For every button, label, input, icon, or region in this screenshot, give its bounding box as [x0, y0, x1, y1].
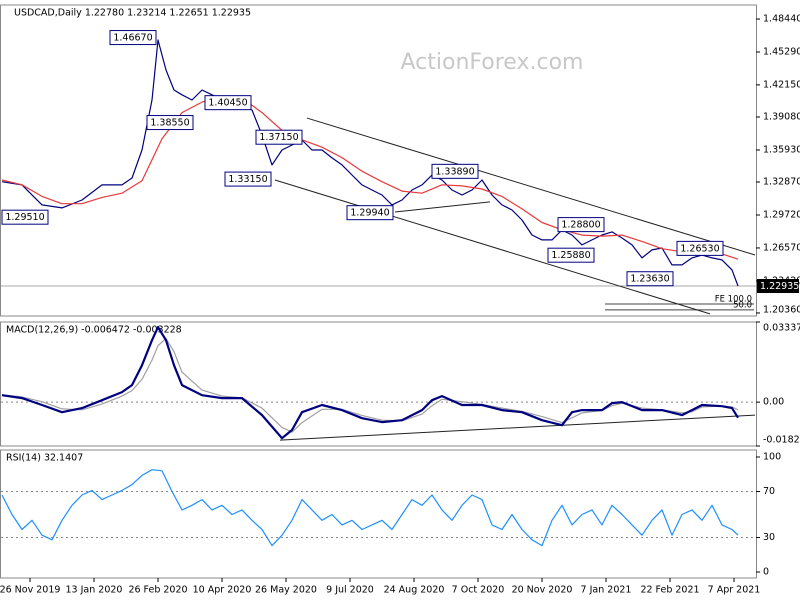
y-tick-label: 0.03337 [763, 323, 800, 334]
y-tick-label: 1.45290 [763, 47, 800, 58]
x-tick-label: 24 Aug 2020 [384, 585, 445, 596]
panel-title: MACD(12,26,9) -0.006472 -0.003228 [6, 325, 182, 336]
y-tick-label: 1.29720 [763, 209, 800, 220]
trend-line [279, 414, 756, 441]
price-annotation: 1.25880 [551, 250, 590, 261]
price-annotation-box [547, 247, 595, 263]
series-line [1, 326, 739, 440]
price-annotation: 1.23630 [630, 274, 669, 285]
x-tick-label: 26 Feb 2020 [128, 585, 187, 596]
panel-frame [0, 321, 757, 447]
price-annotation: 1.37150 [259, 132, 298, 143]
series-line [1, 96, 739, 260]
x-tick-label: 10 Apr 2020 [193, 585, 252, 596]
panel-title: USDCAD,Daily 1.22780 1.23214 1.22651 1.2… [14, 8, 251, 19]
x-tick-label: 7 Apr 2021 [708, 585, 761, 596]
panel-frame [0, 4, 757, 317]
price-annotation: 1.33150 [228, 174, 267, 185]
y-tick-label: 100 [763, 452, 781, 463]
series-line [1, 469, 739, 547]
fibo-label: 50.0 [733, 300, 752, 310]
y-tick-label: 1.42150 [763, 79, 800, 90]
series-line [1, 39, 739, 287]
price-annotation-box [626, 271, 674, 287]
x-tick-label: 7 Jan 2021 [581, 585, 632, 596]
y-tick-label: 1.35930 [763, 144, 800, 155]
price-annotation-box [146, 115, 194, 131]
price-annotation: 1.29510 [5, 212, 44, 223]
price-annotation-box [224, 171, 272, 187]
price-annotation: 1.40450 [208, 98, 247, 109]
price-annotation-box [346, 205, 394, 221]
y-tick-label: 1.20360 [763, 305, 800, 316]
y-tick-label: 30 [763, 532, 775, 543]
x-tick-label: 22 Feb 2021 [640, 585, 699, 596]
y-tick-label: -0.018262 [763, 435, 800, 446]
x-tick-label: 26 Nov 2019 [0, 585, 60, 596]
watermark: ActionForex.com [401, 50, 584, 75]
price-annotation: 1.46670 [113, 33, 152, 44]
series-line [1, 337, 739, 433]
price-annotation-box [204, 95, 252, 111]
y-tick-label: 1.48440 [763, 14, 800, 25]
price-annotation-box [676, 240, 724, 256]
y-tick-label: 1.26570 [763, 242, 800, 253]
last-price-box [757, 279, 799, 294]
price-annotation-box [431, 163, 479, 179]
y-tick-label: 1.39080 [763, 112, 800, 123]
x-tick-label: 9 Jul 2020 [326, 585, 374, 596]
y-tick-label: 0 [763, 567, 769, 578]
y-tick-label: 0.00 [763, 397, 784, 408]
trend-line [274, 179, 711, 315]
last-price-label: 1.22935 [760, 281, 799, 292]
price-annotation: 1.33890 [435, 166, 474, 177]
price-annotation-box [1, 209, 49, 225]
price-annotation-box [255, 129, 303, 145]
price-annotation: 1.29940 [350, 208, 389, 219]
x-tick-label: 13 Jan 2020 [66, 585, 123, 596]
price-annotation-box [109, 30, 157, 46]
trend-line [394, 201, 491, 213]
x-tick-label: 7 Oct 2020 [452, 585, 505, 596]
panel-frame [0, 449, 757, 579]
panel-title: RSI(14) 32.1407 [6, 453, 83, 464]
x-tick-label: 20 Nov 2020 [512, 585, 573, 596]
x-tick-label: 26 May 2020 [255, 585, 317, 596]
y-tick-label: 1.32870 [763, 177, 800, 188]
trend-line [306, 117, 756, 256]
y-tick-label: 70 [763, 486, 775, 497]
fibo-label: FE 100.0 [715, 294, 752, 304]
price-annotation-box [557, 217, 605, 233]
price-annotation: 1.38550 [150, 118, 189, 129]
price-annotation: 1.28800 [561, 220, 600, 231]
price-annotation: 1.26530 [680, 243, 719, 254]
